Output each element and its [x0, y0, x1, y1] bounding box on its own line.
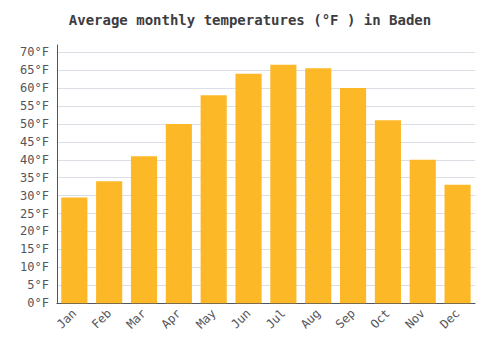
svg-text:50°F: 50°F: [20, 117, 49, 131]
svg-text:70°F: 70°F: [20, 45, 49, 59]
svg-text:Mar: Mar: [124, 306, 149, 331]
svg-text:Jan: Jan: [54, 306, 79, 331]
svg-text:20°F: 20°F: [20, 224, 49, 238]
svg-text:65°F: 65°F: [20, 63, 49, 77]
svg-text:May: May: [193, 306, 218, 331]
svg-text:Oct: Oct: [368, 306, 393, 331]
svg-text:Average monthly temperatures (: Average monthly temperatures (°F ) in Ba…: [69, 12, 431, 28]
svg-text:45°F: 45°F: [20, 135, 49, 149]
svg-text:60°F: 60°F: [20, 81, 49, 95]
svg-text:40°F: 40°F: [20, 153, 49, 167]
svg-text:10°F: 10°F: [20, 260, 49, 274]
svg-text:30°F: 30°F: [20, 189, 49, 203]
svg-text:35°F: 35°F: [20, 171, 49, 185]
svg-text:Apr: Apr: [159, 306, 184, 331]
svg-text:Sep: Sep: [333, 306, 358, 331]
svg-text:Jun: Jun: [228, 306, 253, 331]
svg-text:Aug: Aug: [298, 306, 323, 331]
svg-text:5°F: 5°F: [27, 278, 49, 292]
svg-text:25°F: 25°F: [20, 207, 49, 221]
svg-text:0°F: 0°F: [27, 296, 49, 310]
svg-text:15°F: 15°F: [20, 242, 49, 256]
svg-text:55°F: 55°F: [20, 99, 49, 113]
svg-text:Nov: Nov: [402, 306, 427, 331]
svg-text:Jul: Jul: [263, 306, 288, 331]
svg-text:Dec: Dec: [437, 306, 462, 331]
svg-text:Feb: Feb: [89, 306, 114, 331]
